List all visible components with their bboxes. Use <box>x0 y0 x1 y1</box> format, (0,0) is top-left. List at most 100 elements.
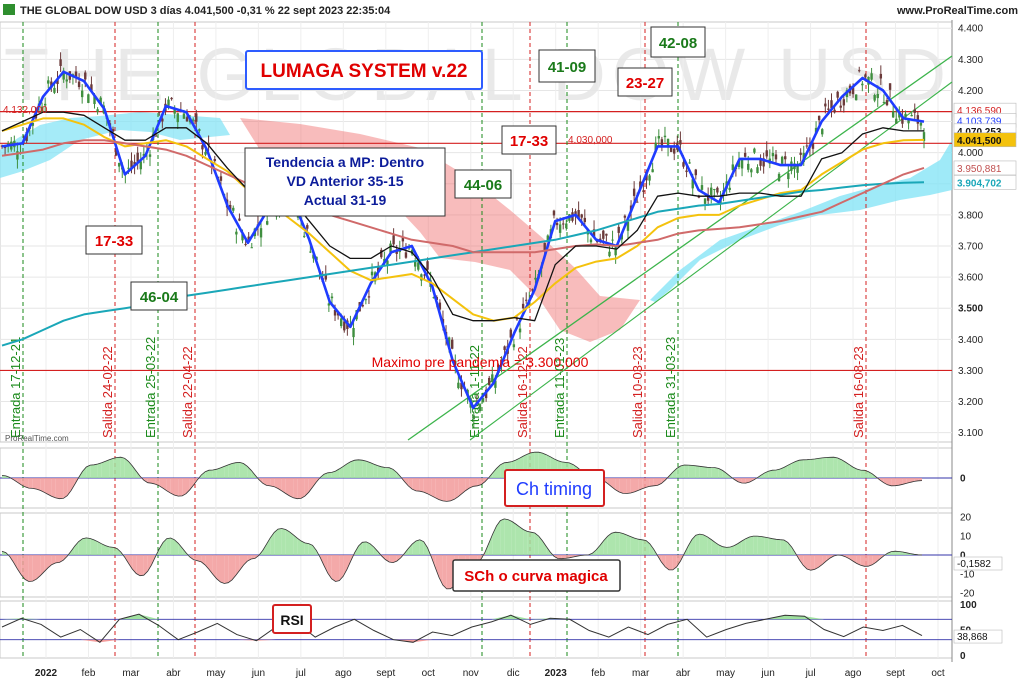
candle-body <box>581 214 583 217</box>
area-segment <box>224 555 228 583</box>
candle-body <box>584 218 586 222</box>
candle-body <box>704 198 706 203</box>
area-segment <box>56 478 60 499</box>
x-tick-label: ago <box>845 668 862 679</box>
area-segment <box>711 468 715 478</box>
candle-body <box>214 159 216 161</box>
area-segment <box>439 478 443 501</box>
candle-body <box>642 190 644 191</box>
area-segment <box>780 540 784 555</box>
candle-body <box>756 167 758 173</box>
candle-body <box>96 109 98 112</box>
candle-body <box>688 162 690 163</box>
candle-body <box>648 175 650 180</box>
y-tick-label: 3.600 <box>958 273 983 284</box>
y-tick-label: 4.000 <box>958 148 983 159</box>
area-segment <box>642 540 646 555</box>
area-segment <box>746 537 750 555</box>
system-box: LUMAGA SYSTEM v.22 <box>246 51 482 89</box>
candle-body <box>525 300 527 301</box>
area-segment <box>861 470 865 478</box>
candle-body <box>177 113 179 122</box>
trend-box: Tendencia a MP: Dentro VD Anterior 35-15… <box>245 148 445 216</box>
x-tick-label: feb <box>591 668 605 679</box>
candle-body <box>87 94 89 103</box>
area-segment <box>240 462 244 478</box>
candle-body <box>904 114 906 118</box>
candle-body <box>827 109 829 110</box>
signal-label: Entrada 11-01-23 <box>552 338 567 438</box>
area-segment <box>25 555 29 581</box>
candle-body <box>784 156 786 159</box>
candle-body <box>864 74 866 77</box>
candle-body <box>861 84 863 86</box>
candle-body <box>624 216 626 218</box>
area-segment <box>895 478 899 486</box>
candle-body <box>824 104 826 107</box>
area-segment <box>94 464 98 478</box>
candle-body <box>331 297 333 299</box>
area-segment <box>94 540 98 555</box>
area-segment <box>86 538 90 555</box>
area-segment <box>696 466 700 478</box>
area-segment <box>37 555 41 579</box>
area-segment <box>803 460 807 478</box>
score-text-7: 42-08 <box>659 35 697 52</box>
area-segment <box>102 461 106 478</box>
candle-body <box>892 111 894 117</box>
candle-body <box>204 152 206 155</box>
candle-body <box>682 162 684 167</box>
area-segment <box>290 532 294 555</box>
area-segment <box>106 460 110 478</box>
candle-body <box>244 244 246 245</box>
area-segment <box>171 478 175 495</box>
candle-body <box>716 188 718 193</box>
candle-body <box>559 224 561 232</box>
candle-body <box>53 88 55 93</box>
area-segment <box>217 468 221 478</box>
area-segment <box>838 458 842 478</box>
x-tick-label: jul <box>295 668 306 679</box>
x-tick-label: mar <box>122 668 140 679</box>
candle-body <box>392 235 394 244</box>
area-segment <box>428 478 432 496</box>
area-segment <box>504 519 508 555</box>
candle-body <box>155 136 157 137</box>
area-segment <box>627 478 631 494</box>
y-tick-label: 3.700 <box>958 242 983 253</box>
x-tick-label: abr <box>676 668 691 679</box>
area-segment <box>378 466 382 478</box>
area-segment <box>527 531 531 555</box>
x-tick-label: sept <box>376 668 395 679</box>
candle-body <box>488 378 490 385</box>
area-segment <box>301 478 305 498</box>
signal-label: Entrada 25-03-22 <box>143 337 158 438</box>
candle-body <box>818 116 820 120</box>
area-segment <box>121 457 125 478</box>
area-segment <box>799 460 803 478</box>
candle-body <box>744 153 746 157</box>
area-segment <box>773 470 777 478</box>
candle-body <box>343 321 345 330</box>
score-box-6: 23-27 <box>618 68 672 96</box>
area-segment <box>232 463 236 478</box>
area-segment <box>56 555 60 563</box>
candle-body <box>303 236 305 237</box>
area-segment <box>769 470 773 478</box>
area-segment <box>109 547 113 555</box>
candle-body <box>534 278 536 280</box>
area-segment <box>443 478 447 501</box>
candle-body <box>251 247 253 248</box>
y-tick-label: 3.100 <box>958 428 983 439</box>
area-segment <box>631 478 635 493</box>
signal-label: Salida 16-08-23 <box>851 346 866 438</box>
candle-body <box>59 59 61 66</box>
candle-body <box>806 145 808 146</box>
candle-body <box>368 296 370 297</box>
price-label-text: 4.041,500 <box>957 136 1002 147</box>
area-segment <box>366 461 370 478</box>
area-segment <box>834 457 838 478</box>
candle-body <box>787 173 789 179</box>
